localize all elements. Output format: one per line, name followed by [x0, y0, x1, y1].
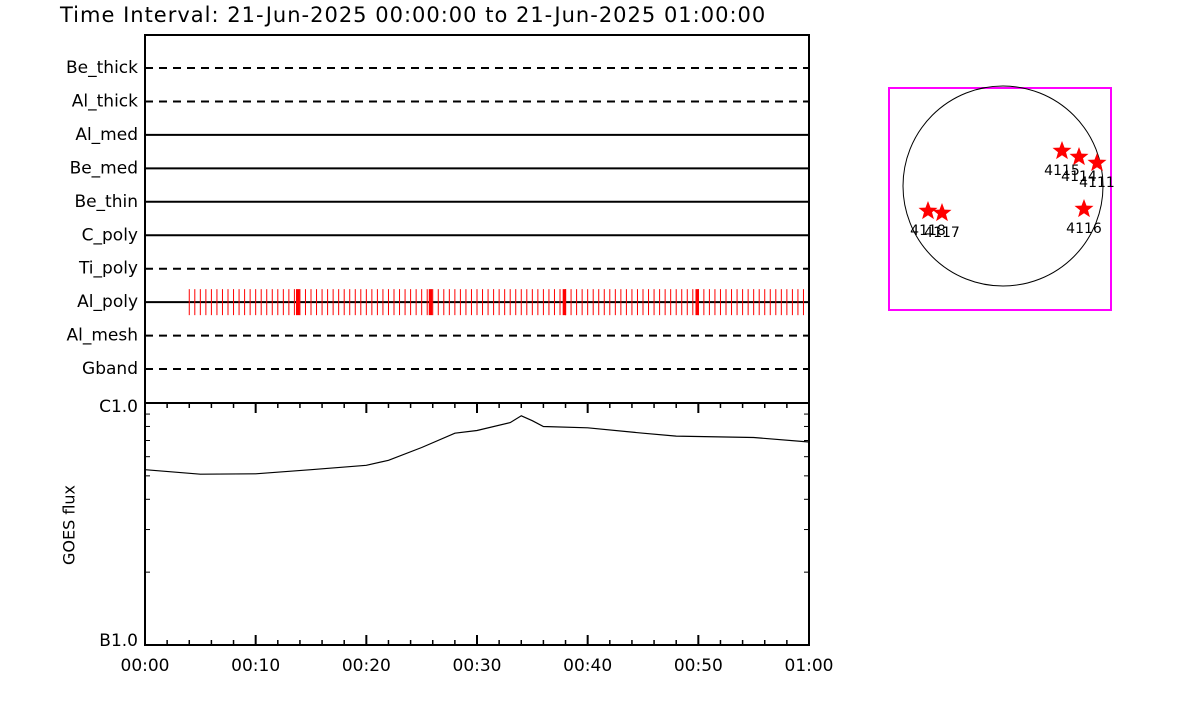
- filter-label: Gband: [82, 359, 138, 379]
- filter-label: Al_poly: [77, 292, 138, 312]
- region-label: 4114: [1061, 169, 1097, 185]
- filter-label: Al_med: [75, 125, 138, 145]
- x-tick-label: 00:20: [342, 656, 391, 676]
- active-region: [1074, 199, 1094, 218]
- filter-label: Be_med: [70, 158, 138, 178]
- y-tick-label: B1.0: [99, 631, 138, 651]
- y-tick-label: C1.0: [99, 397, 138, 417]
- x-tick-label: 00:50: [674, 656, 723, 676]
- active-region: [1052, 141, 1072, 160]
- filter-label: Be_thick: [66, 58, 138, 78]
- y-axis-label: GOES flux: [60, 485, 79, 565]
- region-label: 4116: [1066, 221, 1102, 237]
- x-tick-label: 00:10: [231, 656, 280, 676]
- chart-title: Time Interval: 21-Jun-2025 00:00:00 to 2…: [59, 3, 766, 27]
- filter-label: Be_thin: [74, 192, 138, 212]
- region-label: 4111: [1079, 175, 1115, 191]
- region-label: 4118: [910, 223, 946, 239]
- filter-label: C_poly: [82, 225, 138, 245]
- goes-line: [144, 415, 810, 475]
- filter-label: Al_thick: [72, 91, 138, 111]
- active-region: [918, 201, 938, 220]
- filter-label: Ti_poly: [78, 259, 138, 279]
- solar-disk: [902, 85, 1104, 287]
- active-region: [932, 203, 952, 222]
- x-tick-label: 01:00: [785, 656, 834, 676]
- filter-label: Al_mesh: [66, 326, 138, 346]
- disk-frame: [888, 87, 1112, 311]
- x-tick-label: 00:00: [121, 656, 170, 676]
- x-tick-label: 00:30: [453, 656, 502, 676]
- active-region: [1087, 153, 1107, 172]
- region-label: 4117: [924, 225, 960, 241]
- region-label: 4115: [1044, 163, 1080, 179]
- x-tick-label: 00:40: [563, 656, 612, 676]
- active-region: [1069, 147, 1089, 166]
